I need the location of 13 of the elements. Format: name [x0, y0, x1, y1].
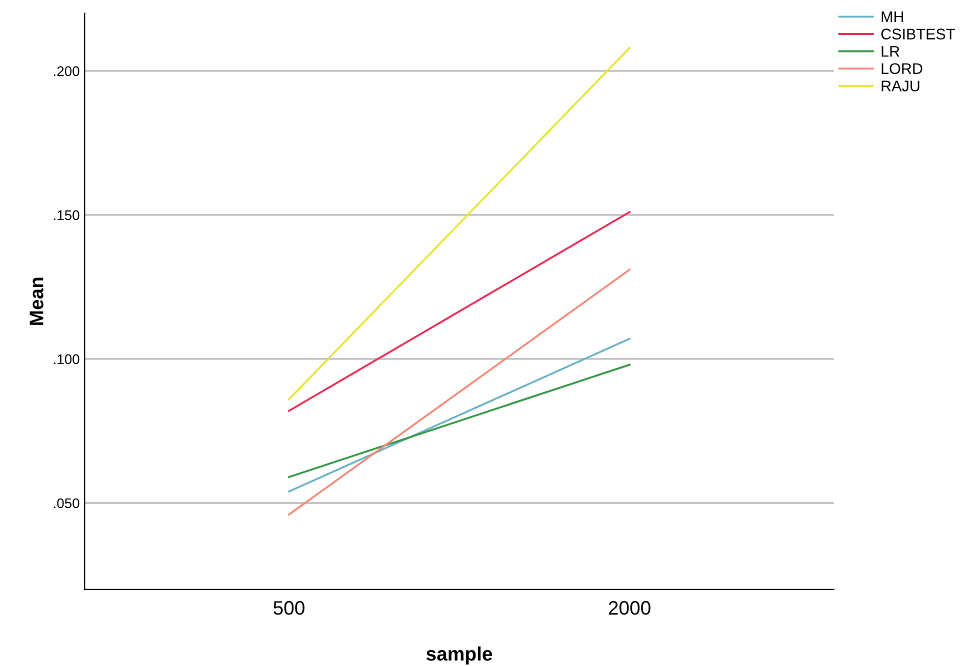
x-tick-label: 2000	[608, 601, 650, 615]
legend-label: CSIBTEST	[881, 28, 955, 40]
legend-label: LORD	[882, 63, 922, 74]
y-tick-label: .200	[54, 66, 80, 76]
legend-label: RAJU	[882, 80, 920, 92]
x-axis-title: sample	[426, 646, 492, 665]
y-axis-title: Mean	[30, 278, 44, 325]
y-tick-label: .100	[54, 354, 80, 364]
y-tick-label: .050	[54, 498, 80, 508]
y-tick-label: .150	[54, 210, 80, 220]
legend-label: LR	[882, 46, 900, 57]
legend-label: MH	[882, 12, 904, 22]
x-tick-label: 500	[274, 601, 304, 615]
